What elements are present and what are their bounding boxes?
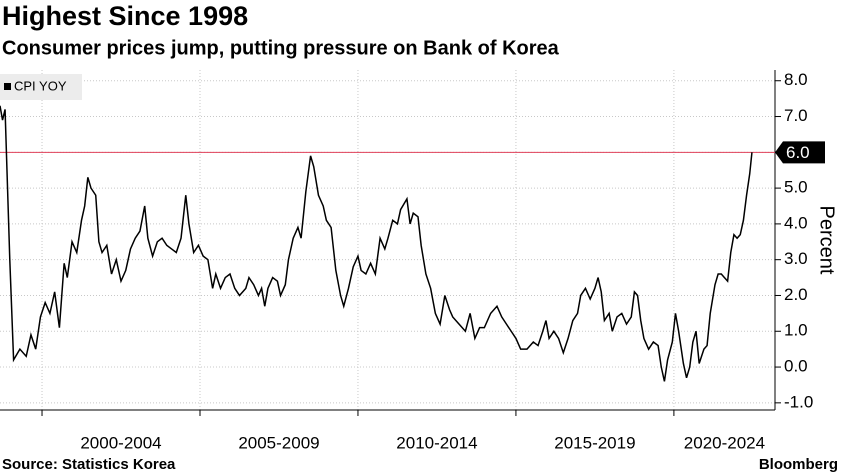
y-tick-label: 5.0 — [784, 178, 808, 197]
y-tick-label: 0.0 — [784, 357, 808, 376]
x-tick-label: 2005-2009 — [238, 433, 319, 452]
series-line — [0, 105, 753, 382]
y-axis-label: Percent — [816, 206, 838, 275]
x-tick-label: 2015-2019 — [554, 433, 635, 452]
legend-box — [0, 74, 82, 100]
value-flag-label: 6.0 — [786, 143, 810, 162]
x-tick-label: 2000-2004 — [80, 433, 161, 452]
y-tick-label: 4.0 — [784, 213, 808, 232]
chart-title: Highest Since 1998 — [2, 1, 248, 31]
y-tick-label: -1.0 — [784, 392, 813, 411]
x-tick-label: 2010-2014 — [396, 433, 477, 452]
value-flag — [775, 141, 825, 164]
source: Source: Statistics Korea — [2, 456, 176, 473]
y-tick-label: 3.0 — [784, 249, 808, 268]
y-tick-label: 1.0 — [784, 321, 808, 340]
y-tick-label: 8.0 — [784, 70, 808, 89]
y-tick-label: 2.0 — [784, 285, 808, 304]
legend-swatch — [4, 83, 11, 90]
x-tick-label: 2020-2024 — [684, 433, 765, 452]
legend-label: CPI YOY — [14, 78, 67, 93]
y-tick-label: 7.0 — [784, 106, 808, 125]
brand: Bloomberg — [759, 456, 838, 473]
chart-subtitle: Consumer prices jump, putting pressure o… — [2, 37, 560, 59]
